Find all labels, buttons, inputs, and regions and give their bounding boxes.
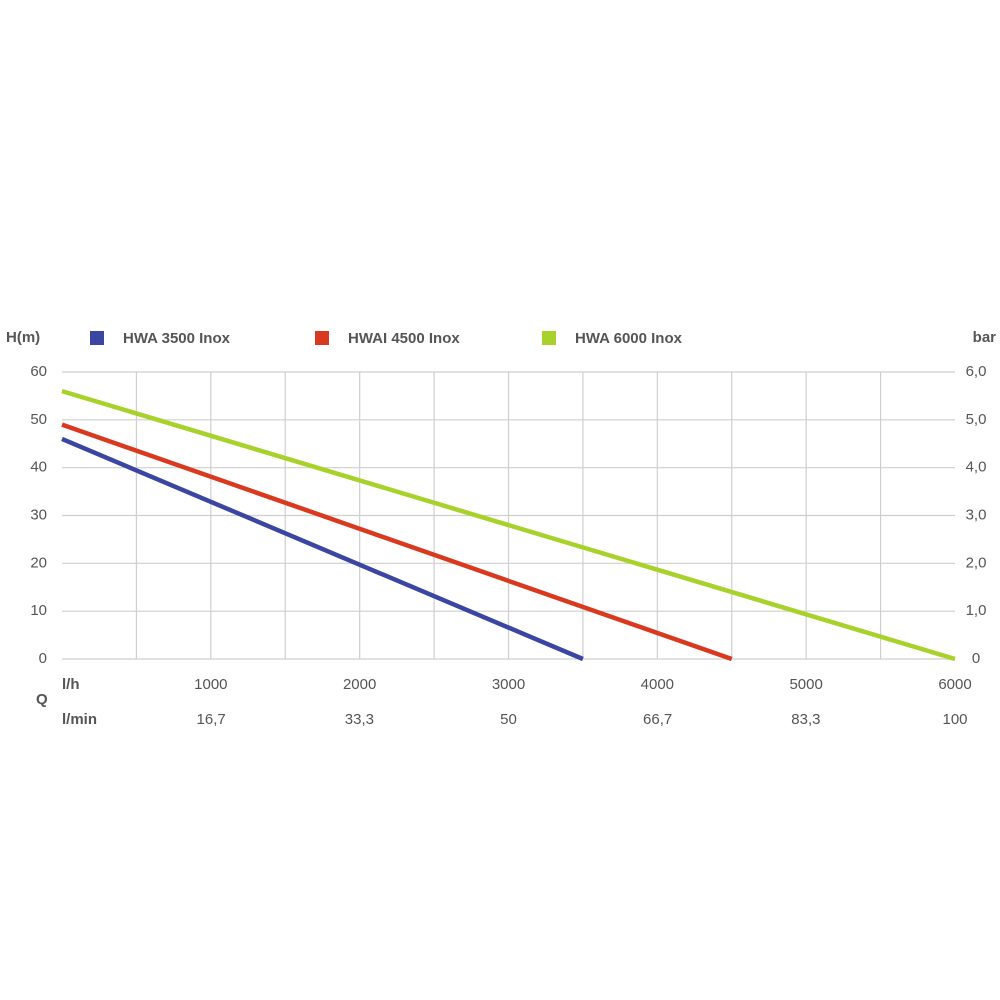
legend-label: HWAI 4500 Inox [348,330,460,347]
legend-swatch [315,331,329,345]
y2-tick-label: 1,0 [966,602,987,619]
x2-tick-label: 16,7 [197,711,226,728]
x-unit: l/h [62,676,80,693]
x2-unit: l/min [62,711,97,728]
x-axis-label: Q [36,691,48,708]
legend-label: HWA 6000 Inox [575,330,683,347]
y-tick-label: 40 [30,459,47,476]
legend-label: HWA 3500 Inox [123,330,231,347]
x-tick-label: 6000 [938,676,971,693]
series-line [61,388,956,662]
y-tick-label: 60 [30,363,47,380]
series-line [61,422,733,662]
y-tick-label: 10 [30,602,47,619]
y-tick-label: 0 [39,650,47,667]
y-tick-label: 20 [30,554,47,571]
x2-tick-label: 50 [500,711,517,728]
x2-tick-label: 83,3 [791,711,820,728]
x-tick-label: 4000 [641,676,674,693]
x-tick-label: 1000 [194,676,227,693]
y2-tick-label: 5,0 [966,411,987,428]
x2-tick-label: 33,3 [345,711,374,728]
y-tick-label: 30 [30,506,47,523]
y2-tick-label: 3,0 [966,506,987,523]
y2-tick-label: 0 [972,650,980,667]
y2-tick-label: 2,0 [966,554,987,571]
y2-axis-label: bar [973,329,997,346]
x2-tick-label: 66,7 [643,711,672,728]
y-tick-label: 50 [30,411,47,428]
y-axis-label: H(m) [6,329,40,346]
x-tick-label: 2000 [343,676,376,693]
x-tick-label: 5000 [789,676,822,693]
x-tick-label: 3000 [492,676,525,693]
legend-swatch [542,331,556,345]
y2-tick-label: 4,0 [966,459,987,476]
series-line [61,436,584,662]
y2-tick-label: 6,0 [966,363,987,380]
legend-swatch [90,331,104,345]
x2-tick-label: 100 [942,711,967,728]
